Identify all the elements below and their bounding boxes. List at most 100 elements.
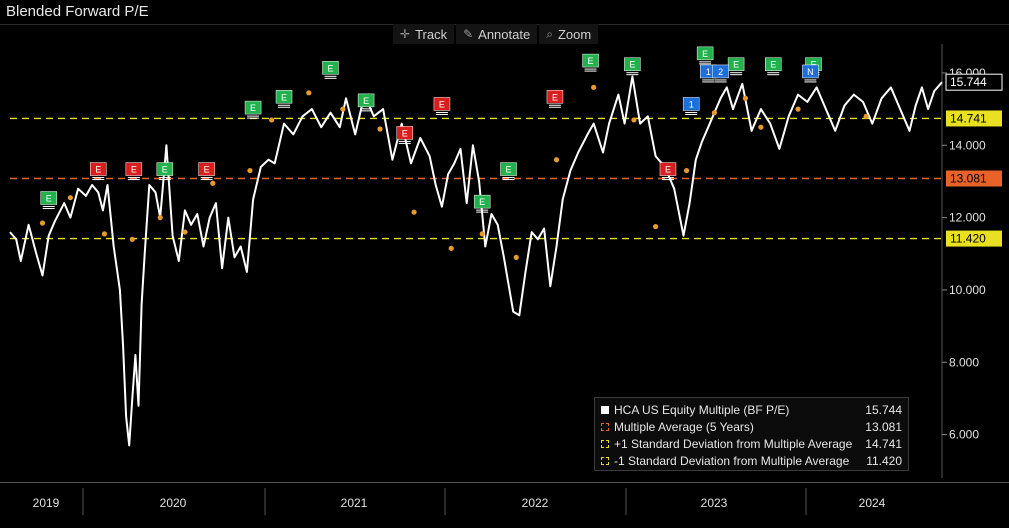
event-flag	[727, 57, 745, 71]
legend-row-minus-std: -1 Standard Deviation from Multiple Aver…	[601, 453, 902, 469]
legend-value: 14.741	[865, 437, 902, 451]
magnifier-icon: ⌕	[546, 26, 553, 41]
earnings-dot	[67, 195, 73, 201]
x-year-label: 2020	[160, 496, 187, 510]
event-flag-label: E	[250, 103, 256, 113]
event-flag-label: E	[363, 96, 369, 106]
event-flag-label: E	[131, 165, 137, 175]
last-value-label: 15.744	[950, 75, 987, 89]
annotate-button[interactable]: ✎ Annotate	[456, 24, 538, 44]
event-flag	[198, 162, 215, 176]
last-value-box	[945, 73, 1003, 91]
event-flag-label: E	[327, 63, 333, 73]
chart-title: Blended Forward P/E	[6, 3, 149, 20]
x-year-label: 2024	[859, 496, 886, 510]
reference-value-box	[946, 170, 1002, 187]
event-flag-label: E	[439, 99, 445, 109]
event-flag-label: E	[770, 60, 776, 70]
earnings-dot	[210, 180, 216, 186]
earnings-dot	[758, 124, 764, 130]
event-flag-label: E	[479, 197, 485, 207]
event-flag	[40, 191, 57, 205]
earnings-dot	[129, 236, 135, 242]
y-tick-label: 12.000	[949, 211, 986, 225]
earnings-dot	[742, 95, 748, 101]
earnings-dot	[247, 167, 253, 174]
x-year-label: 2021	[341, 496, 368, 510]
reference-value-box	[946, 230, 1002, 247]
earnings-dot	[448, 245, 454, 251]
earnings-dot	[269, 117, 275, 123]
earnings-dot	[377, 126, 383, 132]
earnings-dot	[182, 229, 188, 235]
earnings-dot	[652, 224, 659, 230]
legend-swatch-minus-std	[601, 457, 609, 465]
event-flag-label: E	[733, 60, 739, 70]
event-flag-label: E	[506, 165, 512, 175]
event-flag-label: E	[588, 56, 594, 66]
legend-value: 15.744	[865, 403, 902, 417]
event-flag-label: E	[95, 165, 101, 175]
earnings-dot	[513, 254, 519, 260]
event-flag	[125, 162, 143, 176]
event-flag-label: E	[162, 165, 168, 175]
event-flag-label: 1	[689, 99, 694, 109]
event-flag-label: E	[204, 165, 210, 175]
earnings-dot	[39, 220, 46, 226]
event-flag-label: 2	[718, 67, 723, 77]
legend-row-plus-std: +1 Standard Deviation from Multiple Aver…	[601, 436, 902, 452]
y-tick-label: 10.000	[949, 283, 986, 297]
event-flag-label: E	[402, 128, 408, 138]
event-flag-label: E	[46, 194, 52, 204]
track-button[interactable]: ✛ Track	[393, 24, 455, 44]
event-flag-label: E	[665, 165, 671, 175]
event-flag	[764, 57, 782, 71]
event-flag-label: E	[552, 92, 558, 102]
event-flag	[357, 93, 375, 108]
series-line-hca-pe	[9, 75, 943, 447]
event-flag	[275, 90, 293, 104]
event-flag	[624, 57, 641, 71]
event-flag-label: N	[807, 67, 814, 77]
zoom-button[interactable]: ⌕ Zoom	[539, 24, 599, 44]
legend-value: 13.081	[865, 420, 902, 434]
legend-name: Multiple Average (5 Years)	[614, 420, 754, 434]
event-flag	[696, 46, 714, 61]
event-flag	[473, 194, 491, 209]
event-flag	[546, 90, 564, 104]
track-label: Track	[415, 26, 448, 42]
legend-name: -1 Standard Deviation from Multiple Aver…	[614, 454, 850, 468]
event-flag	[682, 97, 700, 111]
earnings-dot	[101, 231, 108, 237]
pencil-icon: ✎	[463, 27, 474, 41]
y-tick-label: 6.000	[949, 428, 979, 442]
event-flag	[500, 162, 517, 176]
legend-swatch-average	[601, 423, 609, 431]
event-flag	[244, 100, 262, 115]
event-flag	[156, 162, 174, 176]
event-flag	[322, 61, 339, 75]
event-flag	[89, 162, 107, 176]
earnings-dot	[795, 106, 801, 112]
zoom-label: Zoom	[557, 26, 592, 42]
earnings-dot	[411, 209, 417, 215]
event-flag-label: 1	[706, 67, 711, 77]
x-year-label: 2019	[33, 496, 60, 510]
legend-row-series: HCA US Equity Multiple (BF P/E) 15.744	[601, 402, 902, 418]
earnings-dot	[553, 157, 560, 163]
reference-value-label: 13.081	[950, 172, 987, 186]
earnings-dot	[591, 84, 597, 90]
x-year-label: 2022	[522, 496, 549, 510]
chart-toolbar: ✛ Track ✎ Annotate ⌕ Zoom	[393, 24, 599, 44]
reference-value-label: 14.741	[950, 111, 987, 125]
y-tick-label: 14.000	[949, 138, 986, 152]
earnings-dot	[711, 110, 718, 116]
legend-name: +1 Standard Deviation from Multiple Aver…	[614, 437, 853, 451]
earnings-dot	[306, 90, 312, 96]
event-flag-label: E	[629, 60, 635, 70]
event-flag	[802, 64, 819, 79]
chart-legend: HCA US Equity Multiple (BF P/E) 15.744 M…	[594, 397, 909, 471]
earnings-dot	[340, 106, 346, 112]
reference-value-box	[946, 110, 1002, 127]
